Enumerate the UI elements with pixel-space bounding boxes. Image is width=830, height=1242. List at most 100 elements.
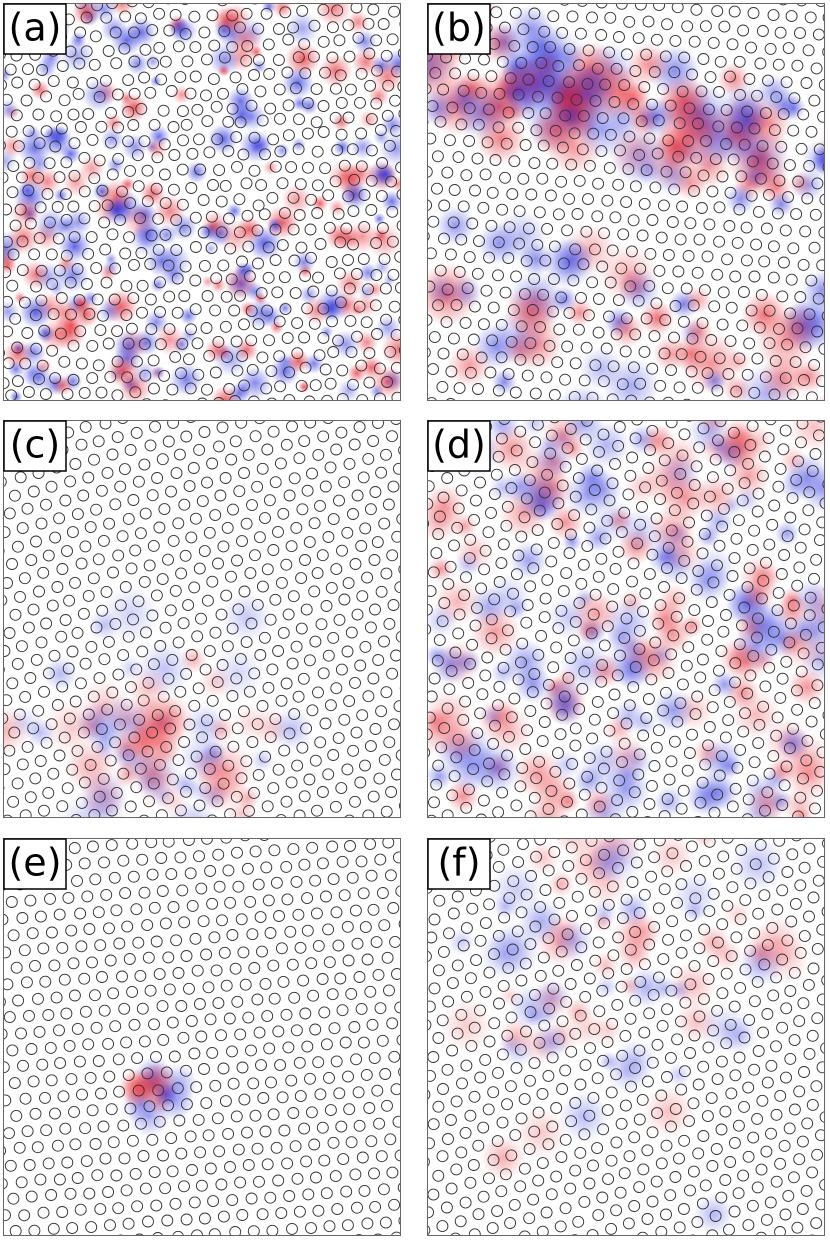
particle xyxy=(124,164,136,177)
particle xyxy=(593,293,605,305)
panel: (c) xyxy=(3,420,401,818)
particle xyxy=(288,991,301,1004)
particle xyxy=(597,762,610,775)
particle xyxy=(144,293,157,306)
particle xyxy=(301,302,314,315)
particle xyxy=(335,128,348,141)
particle xyxy=(265,365,278,378)
particle xyxy=(532,648,545,661)
particle xyxy=(262,241,275,254)
particle xyxy=(712,867,725,880)
particle xyxy=(649,636,662,649)
panel-label: (b) xyxy=(432,6,486,50)
particle xyxy=(657,953,670,966)
particle xyxy=(808,572,820,585)
particle xyxy=(467,69,480,81)
particle xyxy=(741,368,754,381)
particle xyxy=(475,351,488,364)
particle xyxy=(762,871,775,884)
particle xyxy=(469,184,481,197)
particle xyxy=(673,592,686,605)
particle xyxy=(23,1009,35,1022)
particle xyxy=(567,274,580,287)
particle xyxy=(79,1122,92,1135)
particle xyxy=(376,157,389,169)
particle xyxy=(330,1055,343,1068)
particle xyxy=(601,1036,614,1048)
particle xyxy=(339,1036,352,1049)
particle xyxy=(316,857,329,870)
particle xyxy=(779,1208,792,1221)
particle xyxy=(109,736,122,749)
particle xyxy=(177,617,190,630)
particle xyxy=(225,453,238,466)
particle xyxy=(785,915,798,928)
particle xyxy=(495,351,508,364)
particle xyxy=(183,480,196,493)
particle xyxy=(576,3,588,7)
particle xyxy=(270,1141,283,1154)
particle xyxy=(712,936,724,949)
particle xyxy=(29,1107,42,1120)
particle xyxy=(335,663,348,676)
particle xyxy=(695,85,708,98)
particle xyxy=(234,116,247,129)
particle xyxy=(787,124,800,137)
particle xyxy=(40,125,53,138)
particle xyxy=(559,3,570,6)
particle xyxy=(77,489,90,502)
particle xyxy=(293,113,305,126)
strain-blob xyxy=(52,375,73,396)
particle xyxy=(342,577,355,590)
particle xyxy=(552,747,564,760)
particle xyxy=(556,26,569,39)
particle xyxy=(539,592,552,605)
particle xyxy=(782,1189,795,1202)
particle xyxy=(234,1028,247,1041)
particle xyxy=(241,40,254,52)
particle xyxy=(774,1089,787,1102)
particle xyxy=(157,1033,170,1046)
particle xyxy=(342,19,355,32)
particle xyxy=(8,489,21,502)
particle xyxy=(488,488,501,501)
particle xyxy=(68,231,81,244)
strain-blob xyxy=(649,642,674,668)
particle xyxy=(738,138,751,151)
particle xyxy=(520,1025,532,1038)
particle xyxy=(739,963,752,976)
particle xyxy=(170,467,183,480)
particle xyxy=(345,1136,358,1149)
particle xyxy=(580,341,593,354)
particle xyxy=(655,1157,668,1170)
particle xyxy=(127,494,140,506)
particle xyxy=(16,171,28,184)
particle xyxy=(184,87,197,100)
particle xyxy=(639,481,652,494)
particle xyxy=(166,383,179,396)
particle xyxy=(80,11,93,24)
particle xyxy=(238,318,250,331)
particle xyxy=(676,85,689,98)
particle xyxy=(807,891,820,904)
particle xyxy=(595,3,608,9)
particle xyxy=(34,755,47,767)
particle xyxy=(314,736,327,749)
particle xyxy=(174,804,187,817)
particle xyxy=(329,800,342,813)
particle xyxy=(707,955,720,967)
particle xyxy=(692,117,704,130)
particle xyxy=(683,516,695,529)
particle xyxy=(90,1021,103,1034)
particle xyxy=(168,149,181,161)
particle xyxy=(432,759,445,772)
particle xyxy=(240,517,253,530)
particle xyxy=(82,589,95,602)
particle xyxy=(229,71,242,84)
particle xyxy=(348,1021,361,1033)
strain-blob xyxy=(357,262,379,284)
particle xyxy=(27,1075,40,1088)
particle xyxy=(540,697,553,710)
particle xyxy=(661,865,674,878)
particle xyxy=(680,929,692,942)
